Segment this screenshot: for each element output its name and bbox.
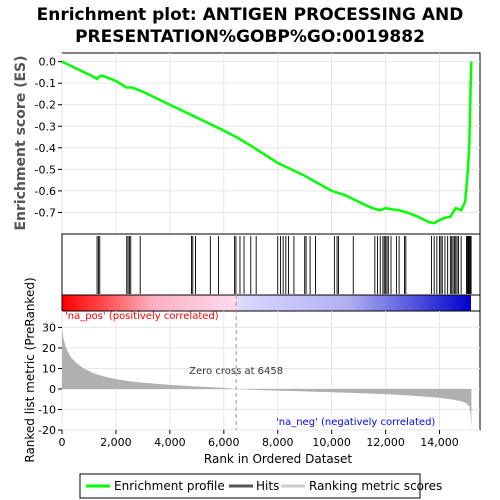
es-y-tick-label: -0.4: [35, 142, 56, 155]
pos-correlated-label: 'na_pos' (positively correlated): [65, 311, 219, 322]
zero-cross-label: Zero cross at 6458: [189, 366, 283, 377]
es-y-tick-label: -0.7: [35, 206, 56, 219]
metric-panel-frame: [61, 310, 481, 431]
metric-y-tick-label: -10: [38, 403, 56, 416]
x-ticks: 0 2,000 4,000 6,000 8,000 10,000 12,000 14,000: [59, 430, 459, 449]
es-y-tick-label: -0.6: [35, 185, 56, 198]
es-y-axis-label: Enrichment score (ES): [13, 55, 29, 230]
metric-y-tick-label: 10: [42, 362, 56, 375]
metric-y-tick-label: 20: [42, 342, 56, 355]
chart-title-line-1: Enrichment plot: ANTIGEN PROCESSING AND: [37, 5, 464, 25]
hits-panel-frame: [61, 233, 481, 296]
es-y-ticks: 0.0 -0.1 -0.2 -0.3 -0.4 -0.5 -0.6 -0.7: [35, 56, 62, 219]
x-tick-label: 2,000: [100, 436, 132, 449]
metric-y-tick-label: 30: [42, 321, 56, 334]
metric-y-tick-label: 0: [49, 383, 56, 396]
x-axis-label: Rank in Ordered Dataset: [204, 452, 352, 466]
x-tick-label: 4,000: [154, 436, 186, 449]
es-y-tick-label: 0.0: [39, 56, 57, 69]
x-tick-label: 12,000: [366, 436, 405, 449]
ranking-color-bar: [62, 295, 471, 311]
x-tick-label: 10,000: [312, 436, 351, 449]
es-y-tick-label: -0.1: [35, 77, 56, 90]
metric-y-tick-label: -20: [38, 424, 56, 437]
es-panel-frame: [61, 52, 481, 235]
enrichment-profile-line: [61, 60, 473, 225]
neg-correlated-label: 'na_neg' (negatively correlated): [276, 417, 435, 428]
legend-enrichment-label: Enrichment profile: [114, 479, 225, 493]
hits-marks: [96, 236, 472, 294]
metric-y-ticks: 30 20 10 0 -10 -20: [38, 321, 62, 437]
es-y-tick-label: -0.5: [35, 163, 56, 176]
chart-title-line-2: PRESENTATION%GOBP%GO:0019882: [75, 27, 425, 47]
legend-hits-label: Hits: [256, 479, 279, 493]
es-y-tick-label: -0.3: [35, 120, 56, 133]
metric-y-axis-label: Ranked list metric (PreRanked): [23, 277, 37, 462]
x-tick-label: 14,000: [420, 436, 459, 449]
x-tick-label: 6,000: [208, 436, 240, 449]
es-y-tick-label: -0.2: [35, 99, 56, 112]
legend-metric-label: Ranking metric scores: [309, 479, 442, 493]
x-tick-label: 8,000: [262, 436, 294, 449]
es-grid: [61, 53, 480, 234]
x-tick-label: 0: [59, 436, 66, 449]
